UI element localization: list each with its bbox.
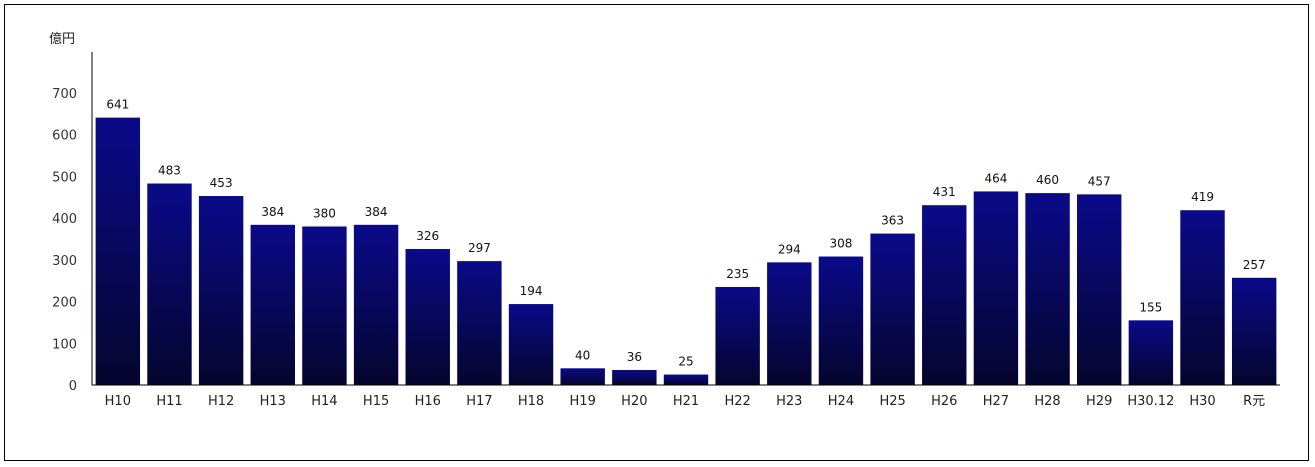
category-label: H16 (415, 394, 441, 409)
bar-value-label: 235 (726, 267, 749, 281)
y-axis-ticks: 0 100 200 300 400 500 600 700 (52, 87, 77, 394)
bar-value-label: 419 (1191, 190, 1214, 204)
bar (457, 261, 502, 385)
bar-value-label: 155 (1139, 300, 1162, 314)
bar-value-label: 453 (210, 176, 233, 190)
bar (198, 196, 244, 385)
category-label: H10 (105, 394, 131, 409)
y-tick-label: 400 (52, 212, 77, 227)
y-tick-label: 100 (52, 337, 77, 352)
bar-value-label: 384 (365, 205, 388, 219)
bar (818, 256, 864, 385)
bar-value-label: 460 (1036, 173, 1059, 187)
category-label: H30 (1189, 394, 1215, 409)
bar (973, 191, 1019, 385)
bar (663, 374, 709, 385)
category-label: H28 (1034, 394, 1060, 409)
bar (1025, 193, 1070, 385)
bar-value-label: 297 (468, 241, 491, 255)
bar (1231, 277, 1277, 385)
category-label: H18 (518, 394, 544, 409)
bar (353, 224, 399, 385)
bar-value-label: 194 (520, 284, 543, 298)
category-label: H26 (931, 394, 957, 409)
bar (715, 286, 760, 385)
y-tick-label: 600 (52, 129, 77, 144)
bar-value-label: 464 (984, 171, 1007, 185)
bar (922, 205, 967, 385)
category-label: H29 (1086, 394, 1112, 409)
bar-value-label: 36 (627, 350, 642, 364)
bar-chart: 億円 0 100 200 300 400 500 600 700 641 483 453 384 38… (49, 31, 1280, 409)
bar (560, 368, 605, 385)
bar-value-label: 257 (1243, 258, 1266, 272)
bar-value-label: 641 (106, 98, 129, 112)
y-tick-label: 700 (52, 87, 77, 102)
bar-value-label: 25 (678, 355, 693, 369)
bar-value-label: 308 (830, 237, 853, 251)
bar-value-label: 40 (575, 348, 590, 362)
y-tick-label: 300 (52, 254, 77, 269)
category-label: H17 (466, 394, 492, 409)
bar-value-label: 363 (881, 214, 904, 228)
category-label: H19 (570, 394, 596, 409)
bar (405, 249, 450, 385)
category-label: H14 (311, 394, 337, 409)
bar-value-label: 431 (933, 185, 956, 199)
bar (250, 224, 295, 385)
bar-value-label: 380 (313, 206, 336, 220)
category-label: R元 (1243, 394, 1265, 409)
category-label: H21 (673, 394, 699, 409)
category-label: H11 (156, 394, 182, 409)
bar (508, 304, 554, 385)
category-label: H30.12 (1127, 394, 1174, 409)
category-label: H24 (828, 394, 854, 409)
category-label: H23 (776, 394, 802, 409)
bar (1077, 194, 1122, 385)
bar (302, 226, 347, 385)
bar (1128, 320, 1174, 385)
bars (95, 117, 1277, 386)
bar (767, 262, 812, 385)
y-tick-label: 0 (69, 379, 77, 394)
y-tick-label: 500 (52, 170, 77, 185)
bar-value-label: 483 (158, 164, 181, 178)
category-label: H12 (208, 394, 234, 409)
category-label: H27 (983, 394, 1009, 409)
bar-value-label: 294 (778, 242, 801, 256)
bar-value-label: 326 (416, 229, 439, 243)
category-label: H15 (363, 394, 389, 409)
bar-value-label: 457 (1088, 174, 1111, 188)
bar-value-label: 384 (261, 205, 284, 219)
bar (870, 233, 915, 385)
bar (95, 117, 141, 386)
bar (1180, 210, 1225, 385)
chart-frame: 億円 0 100 200 300 400 500 600 700 641 483 453 384 38… (4, 4, 1309, 461)
category-label: H13 (260, 394, 286, 409)
category-label: H25 (879, 394, 905, 409)
y-axis-unit-label: 億円 (49, 31, 75, 47)
y-tick-label: 200 (52, 296, 77, 311)
category-labels: H10 H11 H12 H13 H14 H15 H16 H17 H18 H19 H20 H21 H22 H… (105, 394, 1266, 409)
data-labels: 641 483 453 384 380 384 326 297 194 40 36 25 235 294 3… (106, 98, 1265, 369)
bar (147, 183, 192, 385)
bar (612, 369, 657, 385)
category-label: H20 (621, 394, 647, 409)
category-label: H22 (724, 394, 750, 409)
